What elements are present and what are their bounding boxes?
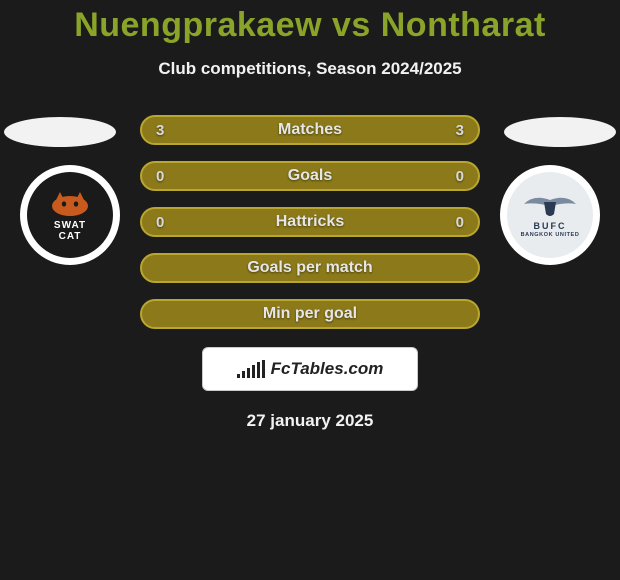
swatcat-icon [47,188,93,218]
stat-left-value: 0 [156,214,164,231]
stat-rows: 3 Matches 3 0 Goals 0 0 Hattricks 0 Goals per mat… [140,115,480,329]
stat-label: Hattricks [276,213,344,231]
bar-icon-segment [237,374,240,378]
player-left-ellipse [4,117,116,147]
stat-row: Goals per match [140,253,480,283]
bar-icon-segment [247,368,250,378]
bar-icon-segment [242,371,245,378]
bufc-icon [520,192,580,220]
stat-row: Min per goal [140,299,480,329]
stat-row: 0 Hattricks 0 [140,207,480,237]
player-right-ellipse [504,117,616,147]
branding-text: FcTables.com [271,359,384,379]
stat-right-value: 0 [456,214,464,231]
page-title: Nuengprakaew vs Nontharat [0,0,620,45]
bar-icon-segment [252,365,255,378]
team-left-label-bottom: CAT [59,231,82,242]
team-left-label-top: SWAT [54,220,86,231]
page-subtitle: Club competitions, Season 2024/2025 [0,59,620,79]
stat-label: Goals [288,167,332,185]
team-right-label-bottom: BANGKOK UNITED [521,232,580,238]
stat-left-value: 3 [156,122,164,139]
team-logo-right: BUFC BANGKOK UNITED [500,165,600,265]
stat-right-value: 3 [456,122,464,139]
comparison-block: SWAT CAT BUFC BANGKOK UNITED 3 Matches 3 0 G… [0,115,620,431]
stat-label: Matches [278,121,342,139]
branding-badge: FcTables.com [202,347,418,391]
chart-bars-icon [237,360,265,378]
stat-label: Goals per match [247,259,372,277]
stat-label: Min per goal [263,305,357,323]
bar-icon-segment [262,360,265,378]
bar-icon-segment [257,362,260,378]
stat-left-value: 0 [156,168,164,185]
stat-right-value: 0 [456,168,464,185]
stat-row: 0 Goals 0 [140,161,480,191]
team-logo-left: SWAT CAT [20,165,120,265]
team-right-label-top: BUFC [534,222,567,232]
date-label: 27 january 2025 [0,411,620,431]
stat-row: 3 Matches 3 [140,115,480,145]
